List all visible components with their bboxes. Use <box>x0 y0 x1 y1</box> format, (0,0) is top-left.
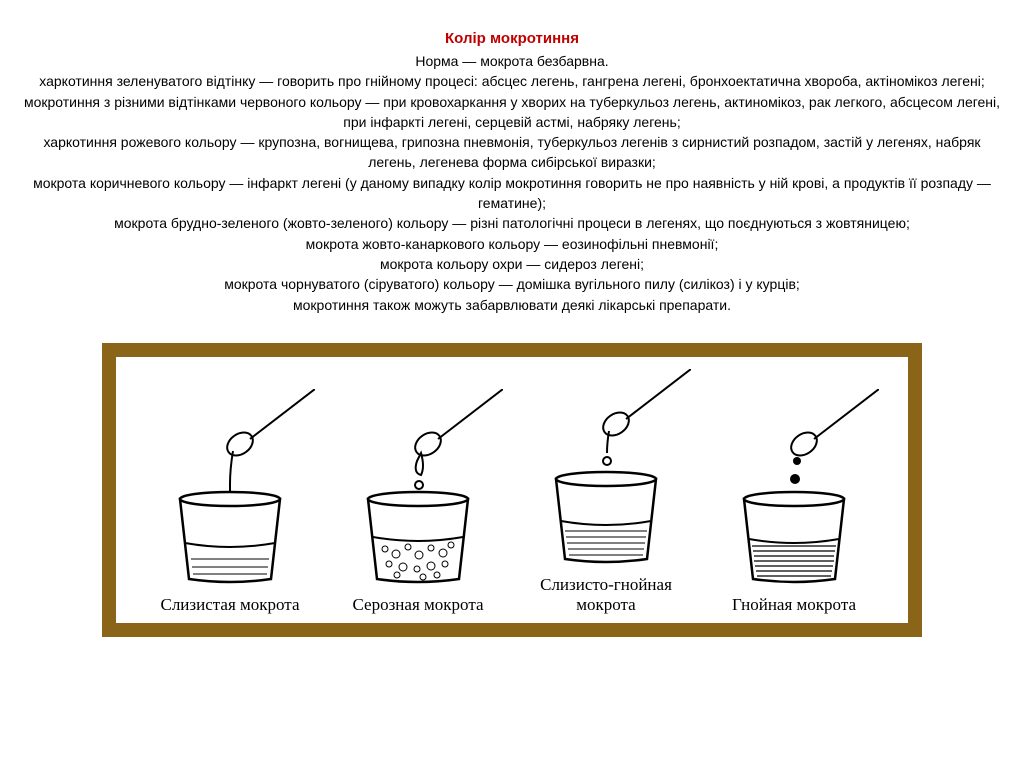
figure-border: Слизистая мокрота <box>102 343 922 637</box>
text-line: мокрота жовто-канаркового кольору — еози… <box>20 234 1004 254</box>
cups-row: Слизистая мокрота <box>130 369 894 615</box>
cup-illustration-icon <box>709 389 879 589</box>
cup-illustration-icon <box>521 369 691 569</box>
cup-cell-mucopurulent: Слизисто-гнойная мокрота <box>512 369 700 615</box>
cup-label: Слизисто-гнойная мокрота <box>512 575 700 615</box>
text-line: мокрота коричневого кольору — інфаркт ле… <box>20 173 1004 214</box>
cup-label: Серозная мокрота <box>353 595 484 615</box>
cup-label: Гнойная мокрота <box>732 595 856 615</box>
text-line: харкотиння зеленуватого відтінку — говор… <box>20 71 1004 91</box>
cup-cell-purulent: Гнойная мокрота <box>700 389 888 615</box>
cup-label: Слизистая мокрота <box>160 595 299 615</box>
text-line: мокротиння з різними відтінками червоног… <box>20 92 1004 133</box>
cup-illustration-icon <box>145 389 315 589</box>
text-line: мокрота кольору охри — сидероз легені; <box>20 254 1004 274</box>
cup-cell-mucous: Слизистая мокрота <box>136 389 324 615</box>
figure-wrap: Слизистая мокрота <box>0 343 1024 637</box>
text-line: мокрота брудно-зеленого (жовто-зеленого)… <box>20 213 1004 233</box>
text-line: харкотиння рожевого кольору — крупозна, … <box>20 132 1004 173</box>
text-block: Колір мокротиння Норма — мокрота безбарв… <box>0 0 1024 325</box>
text-line: мокротиння також можуть забарвлювати дея… <box>20 295 1004 315</box>
text-line: Норма — мокрота безбарвна. <box>20 51 1004 71</box>
page-title: Колір мокротиння <box>20 30 1004 47</box>
cup-illustration-icon <box>333 389 503 589</box>
text-line: мокрота чорнуватого (сіруватого) кольору… <box>20 274 1004 294</box>
cup-cell-serous: Серозная мокрота <box>324 389 512 615</box>
